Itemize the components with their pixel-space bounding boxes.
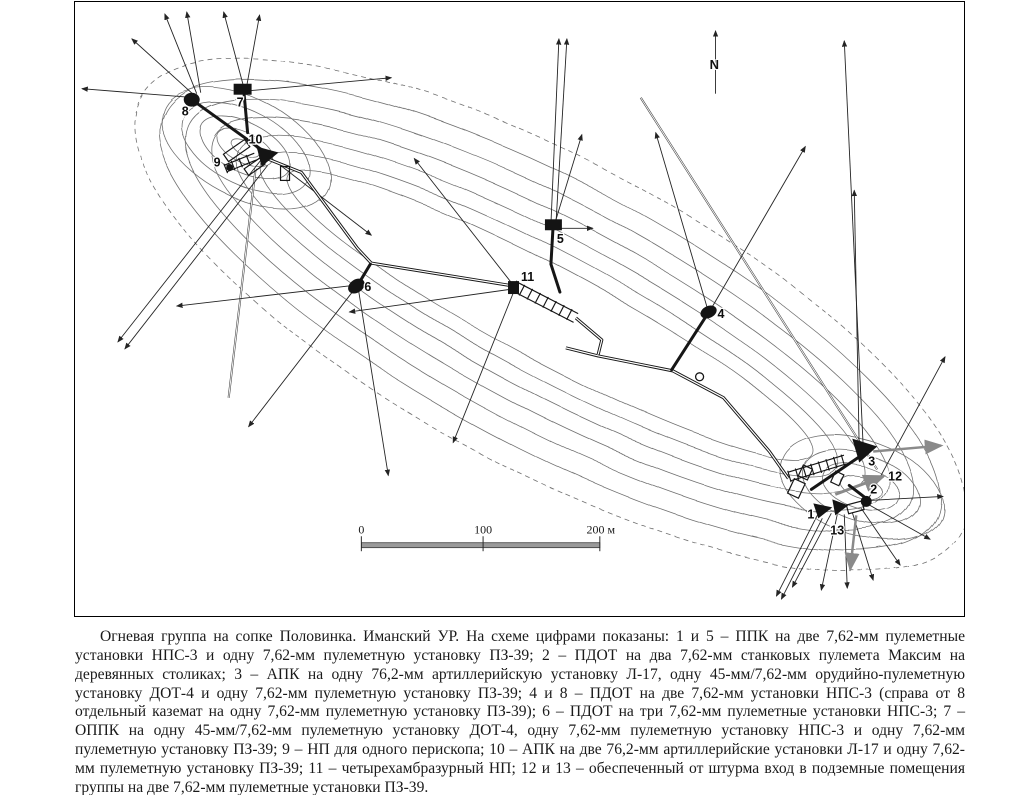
point-labels: 1 2 3 4 5 6 7 8 9 10 11 12 13 bbox=[181, 94, 904, 538]
map-point-label-5: 5 bbox=[557, 232, 564, 246]
scale-label-0: 0 bbox=[358, 522, 364, 536]
casemate-structures bbox=[222, 138, 865, 515]
fortification-map: 1 2 3 4 5 6 7 8 9 10 11 12 13 N bbox=[81, 11, 964, 600]
map-point-label-3: 3 bbox=[868, 454, 875, 468]
north-arrow: N bbox=[709, 30, 720, 94]
figure-caption-block: Огневая группа на сопке Половинка. Иманс… bbox=[75, 628, 965, 795]
contour-lines bbox=[133, 57, 964, 573]
road-lines bbox=[227, 97, 879, 471]
map-point-label-8: 8 bbox=[182, 105, 189, 119]
map-point-label-7: 7 bbox=[237, 96, 244, 110]
map-point-label-10: 10 bbox=[249, 133, 263, 147]
map-point-label-11: 11 bbox=[521, 270, 534, 284]
scale-label-200: 200 м bbox=[587, 522, 616, 536]
map-point-label-2: 2 bbox=[870, 482, 877, 496]
map-point-label-1: 1 bbox=[807, 507, 814, 521]
firing-sector-arrows bbox=[81, 11, 946, 600]
map-point-label-9: 9 bbox=[214, 155, 221, 169]
map-point-label-6: 6 bbox=[364, 280, 371, 294]
figure-frame: 1 2 3 4 5 6 7 8 9 10 11 12 13 N bbox=[74, 1, 965, 617]
map-point-label-13: 13 bbox=[830, 523, 844, 537]
map-point-label-12: 12 bbox=[888, 469, 902, 483]
north-label: N bbox=[710, 57, 719, 72]
scale-bar: 0 100 200 м bbox=[358, 522, 616, 552]
scale-label-100: 100 bbox=[474, 522, 492, 536]
map-point-label-4: 4 bbox=[718, 307, 725, 321]
fortification-points bbox=[183, 83, 878, 519]
figure-caption: Огневая группа на сопке Половинка. Иманс… bbox=[75, 628, 965, 795]
